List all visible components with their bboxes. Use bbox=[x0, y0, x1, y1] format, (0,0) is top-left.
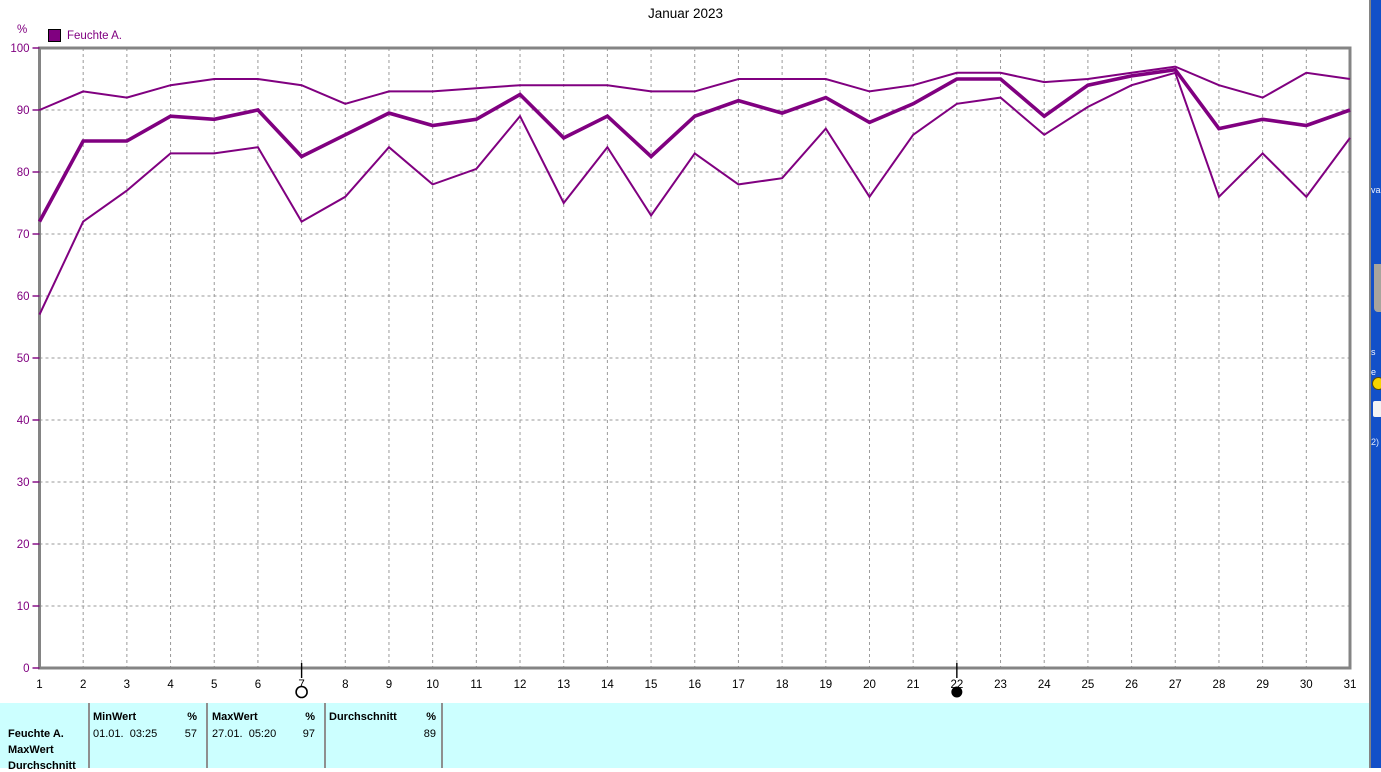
background-text-fragment: va bbox=[1371, 185, 1381, 195]
x-tick-label: 6 bbox=[255, 679, 261, 691]
table-series-label: Feuchte A. bbox=[8, 728, 64, 740]
series-line-Durchschnitt bbox=[37, 67, 1351, 223]
y-tick-label: 90 bbox=[17, 105, 30, 117]
table-row-label-maxwert: MaxWert bbox=[8, 744, 54, 756]
x-tick-label: 13 bbox=[557, 679, 570, 691]
background-text-fragment: e bbox=[1371, 367, 1377, 377]
y-tick-label: 60 bbox=[17, 291, 30, 303]
x-tick-label: 29 bbox=[1256, 679, 1269, 691]
background-text-fragment: 2) bbox=[1371, 437, 1380, 447]
y-tick-label: 20 bbox=[17, 539, 30, 551]
x-tick-label: 24 bbox=[1038, 679, 1051, 691]
y-tick-label: 80 bbox=[17, 167, 30, 179]
series-line-MinWert bbox=[38, 71, 1351, 316]
table-header-maxwert-unit: % bbox=[305, 711, 315, 723]
table-row-label-durchschnitt: Durchschnitt bbox=[8, 760, 76, 772]
table-divider bbox=[88, 703, 90, 768]
y-tick-label: 100 bbox=[10, 43, 29, 55]
x-tick-label: 7 bbox=[298, 679, 304, 691]
x-tick-label: 12 bbox=[514, 679, 527, 691]
series-line-MaxWert bbox=[39, 65, 1351, 111]
x-tick-label: 27 bbox=[1169, 679, 1182, 691]
table-header-durchschnitt: Durchschnitt bbox=[329, 711, 397, 723]
table-minwert-value: 57 bbox=[184, 728, 197, 740]
table-divider bbox=[324, 703, 326, 768]
x-tick-label: 14 bbox=[601, 679, 614, 691]
y-tick-label: 40 bbox=[17, 415, 30, 427]
legend-color-swatch-icon bbox=[48, 29, 61, 43]
scrollbar-fragment bbox=[1374, 264, 1381, 312]
x-tick-label: 3 bbox=[124, 679, 130, 691]
x-tick-label: 26 bbox=[1125, 679, 1138, 691]
table-divider bbox=[206, 703, 208, 768]
y-tick-label: 0 bbox=[23, 663, 29, 675]
summary-table: Feuchte A. MaxWert Durchschnitt MinWert … bbox=[0, 703, 1369, 772]
x-tick-label: 8 bbox=[342, 679, 348, 691]
y-tick-label: 70 bbox=[17, 229, 30, 241]
day-marker-circle-open bbox=[295, 685, 308, 699]
x-tick-label: 31 bbox=[1344, 679, 1357, 691]
x-tick-label: 5 bbox=[211, 679, 217, 691]
window-right-border bbox=[1369, 0, 1371, 768]
x-tick-label: 21 bbox=[907, 679, 920, 691]
chart-title: Januar 2023 bbox=[647, 6, 724, 21]
x-tick-label: 17 bbox=[732, 679, 745, 691]
legend: Feuchte A. bbox=[48, 27, 122, 43]
y-tick-label: 30 bbox=[17, 477, 30, 489]
y-tick-label: 50 bbox=[17, 353, 30, 365]
y-tick-label: 10 bbox=[17, 601, 30, 613]
table-header-minwert-unit: % bbox=[187, 711, 197, 723]
x-tick-label: 18 bbox=[776, 679, 789, 691]
yellow-icon bbox=[1372, 377, 1381, 390]
day-marker-circle-filled bbox=[951, 686, 963, 698]
x-tick-label: 15 bbox=[645, 679, 658, 691]
table-durchschnitt-value: 89 bbox=[423, 728, 436, 740]
x-tick-label: 4 bbox=[167, 679, 174, 691]
x-tick-label: 30 bbox=[1300, 679, 1313, 691]
x-tick-label: 23 bbox=[994, 679, 1007, 691]
x-tick-label: 20 bbox=[863, 679, 876, 691]
legend-label: Feuchte A. bbox=[67, 29, 122, 42]
x-tick-label: 10 bbox=[426, 679, 439, 691]
x-tick-label: 16 bbox=[688, 679, 701, 691]
table-minwert-datetime: 01.01. 03:25 bbox=[93, 728, 158, 740]
y-axis-unit-label: % bbox=[17, 24, 28, 36]
table-header-minwert: MinWert bbox=[93, 711, 137, 723]
table-header-maxwert: MaxWert bbox=[212, 711, 258, 723]
background-text-fragment: s bbox=[1371, 347, 1376, 357]
icon-fragment bbox=[1373, 401, 1381, 417]
background-window-sliver: va s e 2) bbox=[1371, 0, 1381, 768]
x-tick-label: 2 bbox=[80, 679, 86, 691]
x-tick-label: 1 bbox=[36, 679, 42, 691]
table-maxwert-datetime: 27.01. 05:20 bbox=[212, 728, 277, 740]
x-tick-label: 9 bbox=[386, 679, 392, 691]
table-header-durchschnitt-unit: % bbox=[426, 711, 436, 723]
x-tick-label: 28 bbox=[1213, 679, 1226, 691]
x-tick-label: 19 bbox=[819, 679, 832, 691]
x-tick-label: 25 bbox=[1082, 679, 1095, 691]
table-divider bbox=[441, 703, 443, 768]
x-tick-label: 11 bbox=[470, 679, 482, 691]
table-maxwert-value: 97 bbox=[302, 728, 315, 740]
